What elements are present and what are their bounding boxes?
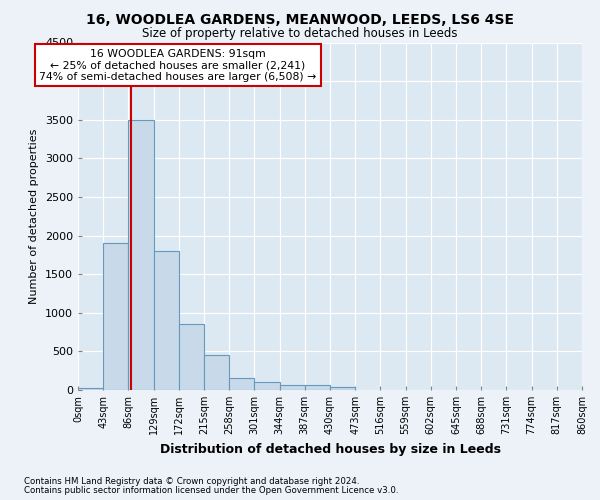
Bar xyxy=(179,324,204,390)
Bar xyxy=(128,120,154,390)
Bar xyxy=(330,387,355,390)
Bar xyxy=(204,355,229,390)
Text: Contains public sector information licensed under the Open Government Licence v3: Contains public sector information licen… xyxy=(24,486,398,495)
Text: 16 WOODLEA GARDENS: 91sqm
← 25% of detached houses are smaller (2,241)
74% of se: 16 WOODLEA GARDENS: 91sqm ← 25% of detac… xyxy=(39,48,316,82)
Bar xyxy=(78,388,103,390)
Text: 16, WOODLEA GARDENS, MEANWOOD, LEEDS, LS6 4SE: 16, WOODLEA GARDENS, MEANWOOD, LEEDS, LS… xyxy=(86,12,514,26)
Bar xyxy=(305,386,330,390)
Bar xyxy=(103,244,128,390)
X-axis label: Distribution of detached houses by size in Leeds: Distribution of detached houses by size … xyxy=(160,442,500,456)
Bar xyxy=(154,251,179,390)
Text: Size of property relative to detached houses in Leeds: Size of property relative to detached ho… xyxy=(142,28,458,40)
Y-axis label: Number of detached properties: Number of detached properties xyxy=(29,128,40,304)
Bar xyxy=(280,384,305,390)
Bar xyxy=(229,378,254,390)
Bar xyxy=(254,382,280,390)
Text: Contains HM Land Registry data © Crown copyright and database right 2024.: Contains HM Land Registry data © Crown c… xyxy=(24,477,359,486)
